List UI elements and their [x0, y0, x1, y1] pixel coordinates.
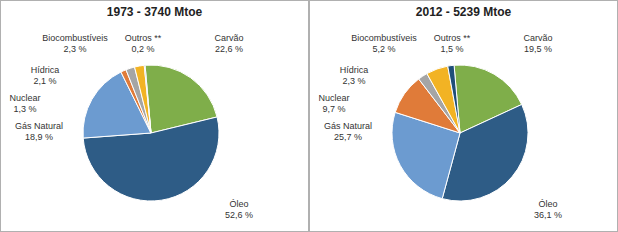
html-text:1973 - 3740 Mtoe: 1973 - 3740 Mtoe [106, 5, 203, 19]
svg-text:Biocombustíveis2,3 %: Biocombustíveis2,3 % [42, 33, 108, 54]
svg-text:Gás Natural25,7 %: Gás Natural25,7 % [324, 121, 372, 142]
svg-text:Óleo36,1 %: Óleo36,1 % [534, 199, 562, 220]
html-text:2012 - 5239 Mtoe: 2012 - 5239 Mtoe [415, 5, 512, 19]
svg-text:Gás Natural18,9 %: Gás Natural18,9 % [15, 121, 63, 142]
svg-text:Biocombustíveis5,2 %: Biocombustíveis5,2 % [351, 33, 417, 54]
svg-text:Hídrica2,3 %: Hídrica2,3 % [340, 65, 369, 86]
svg-text:Hídrica2,1 %: Hídrica2,1 % [31, 65, 60, 86]
svg-text:Carvão19,5 %: Carvão19,5 % [523, 33, 552, 54]
svg-text:Outros **0,2 %: Outros **0,2 % [125, 33, 162, 54]
svg-text:Outros **1,5 %: Outros **1,5 % [434, 33, 471, 54]
svg-text:Carvão22,6 %: Carvão22,6 % [214, 33, 243, 54]
svg-text:Nuclear1,3 %: Nuclear1,3 % [9, 93, 40, 114]
svg-text:Óleo52,6 %: Óleo52,6 % [225, 199, 253, 220]
svg-text:Nuclear9,7 %: Nuclear9,7 % [318, 93, 349, 114]
